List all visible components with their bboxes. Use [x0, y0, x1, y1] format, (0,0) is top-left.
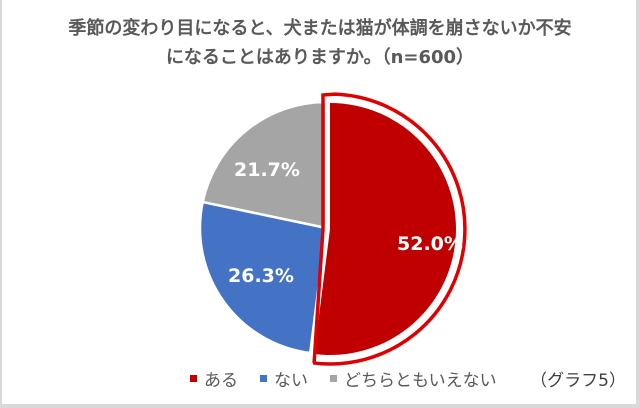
legend-item-dochira: どちらともいえない	[330, 366, 497, 391]
legend-item-nai: ない	[260, 366, 308, 391]
pie-slice-nai	[198, 200, 328, 355]
legend-label: ない	[274, 370, 308, 391]
legend-item-aru: ある	[190, 366, 238, 391]
label-nai: 26.3%	[228, 265, 294, 287]
legend: ある ない どちらともいえない	[190, 366, 519, 391]
chart-title-line-1: 季節の変わり目になると、犬または猫が体調を崩さないか不安	[68, 18, 572, 39]
legend-swatch-blue	[260, 374, 267, 382]
highlight-outline	[312, 92, 467, 366]
legend-label: ある	[204, 370, 238, 391]
chart-title: 季節の変わり目になると、犬または猫が体調を崩さないか不安 になることはありますか…	[0, 14, 640, 72]
legend-swatch-red	[190, 374, 197, 382]
label-aru: 52.0%	[397, 233, 463, 255]
pie-slice-dochira	[201, 100, 328, 230]
legend-label: どちらともいえない	[344, 370, 497, 391]
label-dochira: 21.7%	[234, 159, 300, 181]
graph-number-note: （グラフ5）	[530, 371, 626, 391]
legend-swatch-gray	[330, 374, 337, 382]
chart-title-line-2: になることはありますか。（n=600）	[165, 47, 475, 68]
pie-slice-aru	[314, 103, 456, 355]
